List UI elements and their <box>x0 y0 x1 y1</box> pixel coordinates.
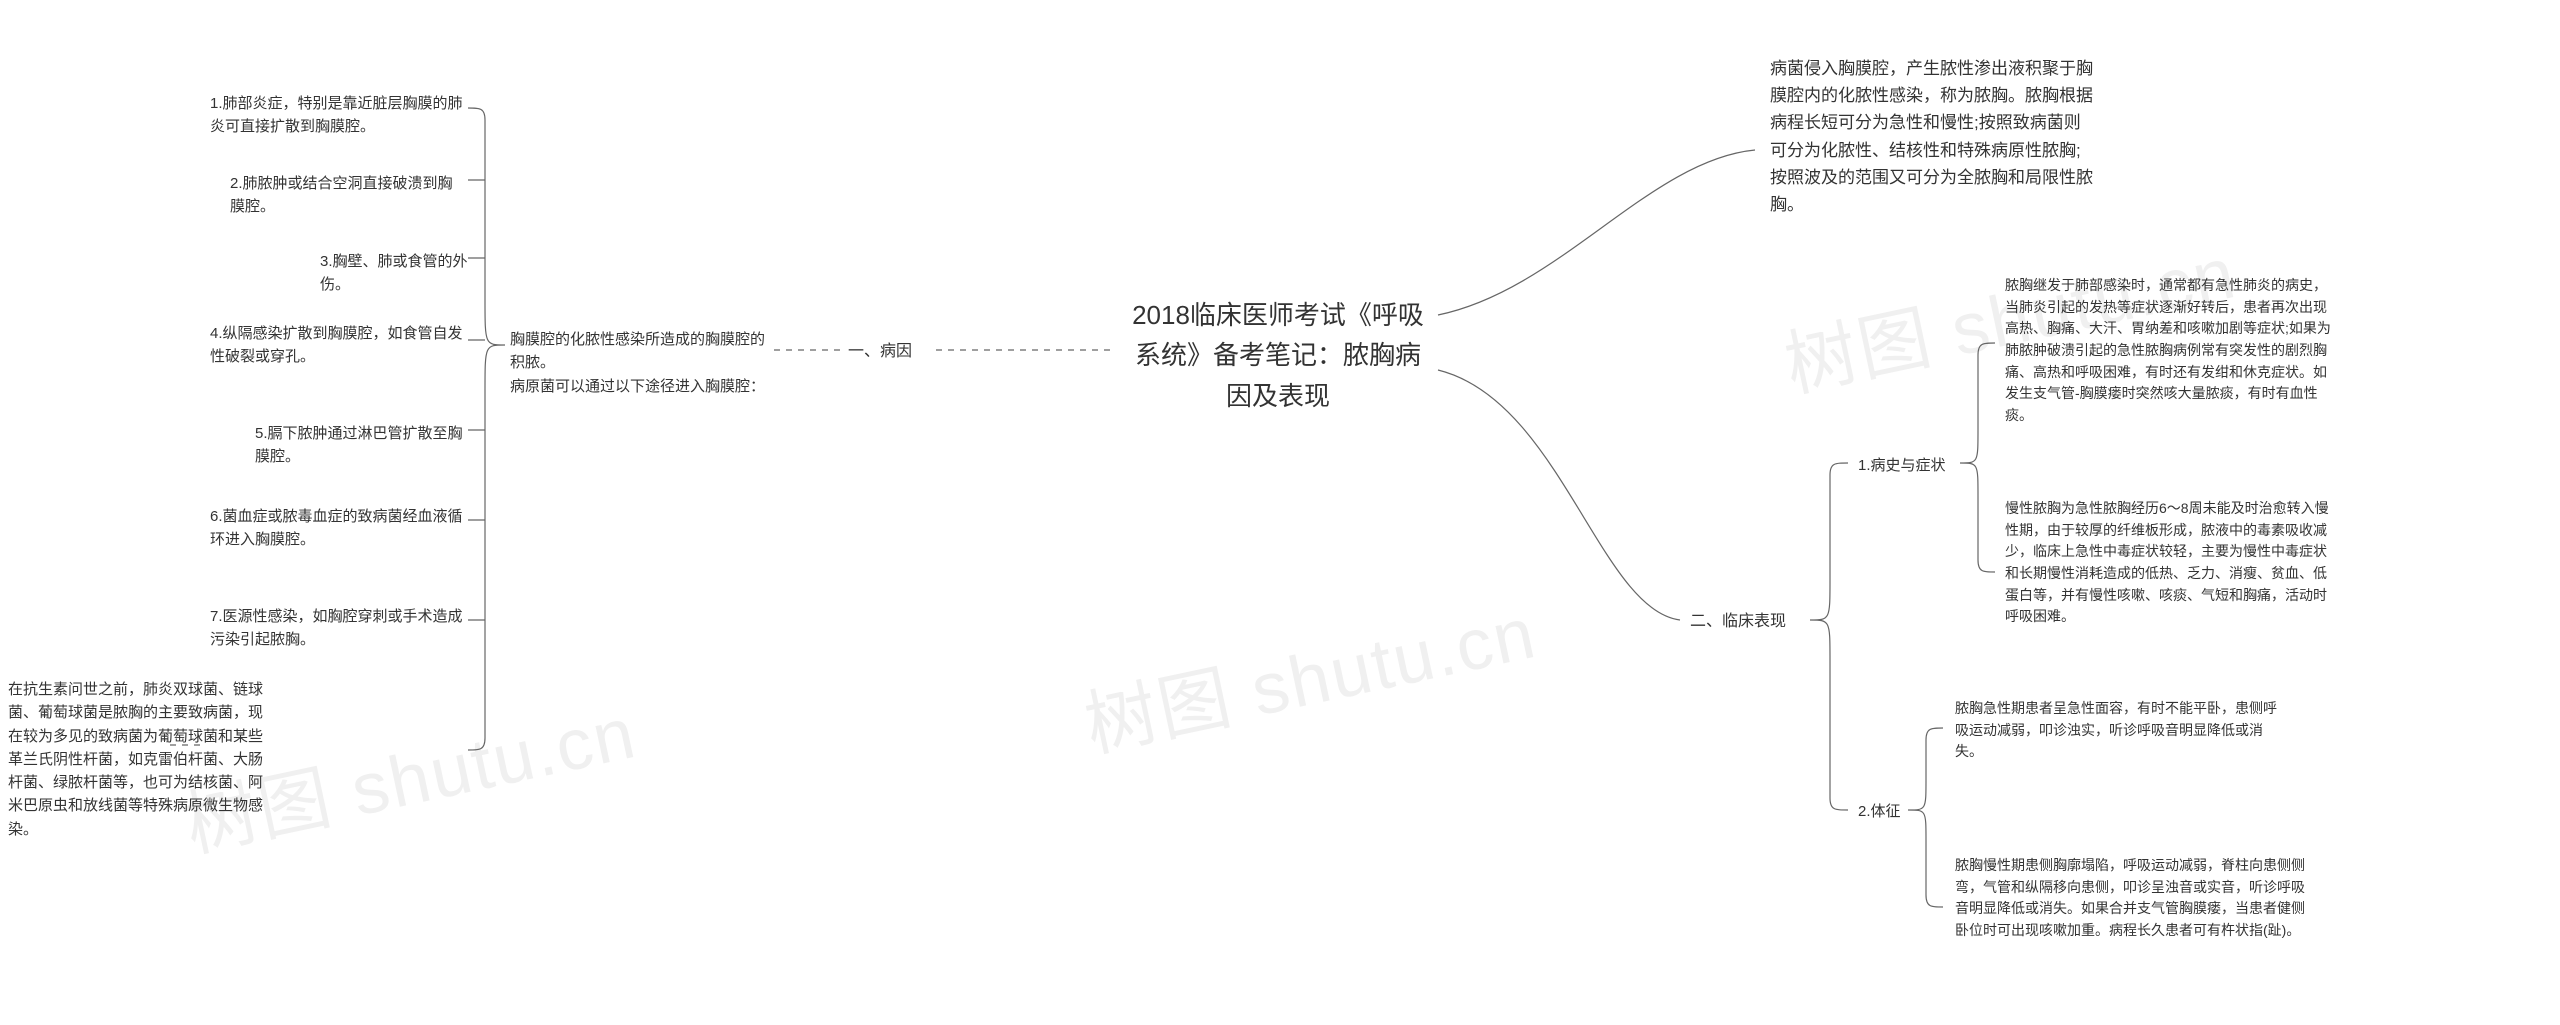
center-title-line1: 2018临床医师考试《呼吸 <box>1118 295 1438 335</box>
left-item-1: 1.肺部炎症，特别是靠近脏层胸膜的肺炎可直接扩散到胸膜腔。 <box>210 92 465 139</box>
right-sub1-p1: 脓胸继发于肺部感染时，通常都有急性肺炎的病史，当肺炎引起的发热等症状逐渐好转后，… <box>2005 275 2340 427</box>
center-title: 2018临床医师考试《呼吸 系统》备考笔记：脓胸病 因及表现 <box>1118 295 1438 416</box>
left-note: 在抗生素问世之前，肺炎双球菌、链球菌、葡萄球菌是脓胸的主要致病菌，现在较为多见的… <box>8 678 263 841</box>
center-title-line3: 因及表现 <box>1118 376 1438 416</box>
left-item-2: 2.肺脓肿或结合空洞直接破溃到胸膜腔。 <box>230 172 465 219</box>
right-sub1-head: 1.病史与症状 <box>1858 454 1946 477</box>
right-intro: 病菌侵入胸膜腔，产生脓性渗出液积聚于胸膜腔内的化脓性感染，称为脓胸。脓胸根据病程… <box>1770 55 2095 218</box>
left-intro-line2: 病原菌可以通过以下途径进入胸膜腔： <box>510 375 770 398</box>
left-item-4: 4.纵隔感染扩散到胸膜腔，如食管自发性破裂或穿孔。 <box>210 322 468 369</box>
watermark: 树图 shutu.cn <box>1074 574 1544 772</box>
left-item-7: 7.医源性感染，如胸腔穿刺或手术造成污染引起脓胸。 <box>210 605 468 652</box>
left-intro: 胸膜腔的化脓性感染所造成的胸膜腔的积脓。 病原菌可以通过以下途径进入胸膜腔： <box>510 328 770 398</box>
left-item-6: 6.菌血症或脓毒血症的致病菌经血液循环进入胸膜腔。 <box>210 505 468 552</box>
right-sub2-p1: 脓胸急性期患者呈急性面容，有时不能平卧，患侧呼吸运动减弱，叩诊浊实，听诊呼吸音明… <box>1955 698 2290 763</box>
right-sub2-p2: 脓胸慢性期患侧胸廓塌陷，呼吸运动减弱，脊柱向患侧侧弯，气管和纵隔移向患侧，叩诊呈… <box>1955 855 2310 942</box>
left-item-5: 5.膈下脓肿通过淋巴管扩散至胸膜腔。 <box>255 422 470 469</box>
left-intro-line1: 胸膜腔的化脓性感染所造成的胸膜腔的积脓。 <box>510 328 770 375</box>
center-title-line2: 系统》备考笔记：脓胸病 <box>1118 335 1438 375</box>
left-item-3: 3.胸壁、肺或食管的外伤。 <box>320 250 470 297</box>
right-sub1-p2: 慢性脓胸为急性脓胸经历6～8周未能及时治愈转入慢性期，由于较厚的纤维板形成，脓液… <box>2005 498 2340 628</box>
right-branch-label: 二、临床表现 <box>1690 610 1786 635</box>
left-branch-label: 一、病因 <box>848 340 912 365</box>
right-sub2-head: 2.体征 <box>1858 800 1901 823</box>
